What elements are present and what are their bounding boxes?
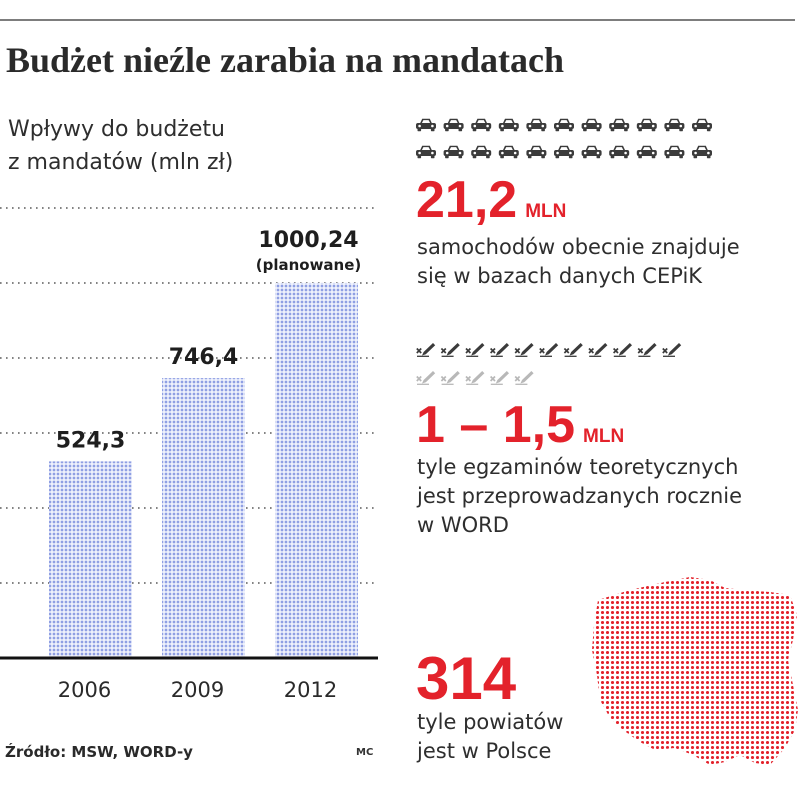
exam-icon <box>440 343 460 357</box>
exam-icon-rows <box>416 343 682 385</box>
car-icon <box>416 145 436 159</box>
exam-icon <box>514 343 534 357</box>
car-icon <box>498 145 519 159</box>
chart-subtitle-line: z mandatów (mln zł) <box>8 150 234 175</box>
fact-value: 314 <box>416 645 517 712</box>
bar <box>275 282 358 658</box>
car-icon <box>581 118 602 132</box>
fact-districts-text: tyle powiatów jest w Polsce <box>417 708 563 766</box>
fact-exams-number: 1 – 1,5 MLN <box>416 399 624 451</box>
exam-icon <box>489 343 509 357</box>
fact-text-line: się w bazach danych CEPiK <box>417 264 703 288</box>
fact-districts-number: 314 <box>416 649 516 709</box>
car-icon <box>664 118 685 132</box>
exam-icon <box>465 371 485 385</box>
car-icon-rows <box>416 118 712 159</box>
category-label: 2006 <box>58 678 111 702</box>
car-icon <box>471 118 492 132</box>
fact-value: 21,2 <box>416 171 518 229</box>
car-icon <box>692 145 712 159</box>
car-icon <box>443 145 464 159</box>
author-credit: MC <box>356 747 374 758</box>
car-icon <box>636 145 657 159</box>
chart-subtitle: Wpływy do budżetu z mandatów (mln zł) <box>8 113 233 179</box>
exam-icon <box>563 343 583 357</box>
bar-chart: 524,3 2006 746,4 2009 (planowane) 1000,24 2012 <box>0 207 378 702</box>
car-icon <box>443 118 464 132</box>
bar-value-label: 524,3 <box>56 428 126 453</box>
fact-cars-number: 21,2 MLN <box>416 174 566 226</box>
car-icon <box>664 145 685 159</box>
exam-icon <box>637 343 657 357</box>
exam-icon <box>588 343 608 357</box>
fact-value: 1 – 1,5 <box>416 396 576 454</box>
car-icon <box>692 118 712 132</box>
car-icon <box>581 145 602 159</box>
exam-icon <box>514 371 534 385</box>
bar-value-label: 1000,24 <box>258 228 358 253</box>
exam-icon <box>416 371 436 385</box>
page-title: Budżet nieźle zarabia na mandatach <box>6 40 564 80</box>
car-icon <box>609 145 630 159</box>
exam-icon <box>612 343 632 357</box>
bar <box>49 461 132 658</box>
poland-map-icon <box>592 577 798 765</box>
bar-value-label: 746,4 <box>169 345 239 370</box>
car-icon <box>554 145 574 159</box>
fact-cars-text: samochodów obecnie znajduje się w bazach… <box>417 233 740 291</box>
bars: 524,3 2006 746,4 2009 (planowane) 1000,24 2012 <box>49 228 361 702</box>
fact-unit: MLN <box>583 426 625 447</box>
fact-text-line: jest w Polsce <box>417 739 552 763</box>
car-icon <box>526 145 547 159</box>
car-icon <box>498 118 519 132</box>
car-icon <box>609 118 630 132</box>
car-icon <box>471 145 492 159</box>
bar <box>162 378 245 658</box>
exam-icon <box>416 343 436 357</box>
chart-subtitle-line: Wpływy do budżetu <box>8 117 225 142</box>
exam-icon <box>440 371 460 385</box>
fact-unit: MLN <box>525 201 567 222</box>
fact-text-line: tyle egzaminów teoretycznych <box>417 455 739 479</box>
car-icon <box>554 118 574 132</box>
bar-annotation: (planowane) <box>256 256 362 274</box>
category-label: 2012 <box>284 678 337 702</box>
source-note: Źródło: MSW, WORD-y <box>5 743 193 761</box>
exam-icon <box>465 343 485 357</box>
car-icon <box>416 118 436 132</box>
exam-icon <box>662 343 682 357</box>
exam-icon <box>489 371 509 385</box>
exam-icon <box>539 343 559 357</box>
fact-exams-text: tyle egzaminów teoretycznych jest przepr… <box>417 453 742 540</box>
fact-text-line: w WORD <box>417 513 509 537</box>
fact-text-line: tyle powiatów <box>417 710 564 734</box>
car-icon <box>526 118 547 132</box>
category-label: 2009 <box>171 678 224 702</box>
fact-text-line: jest przeprowadzanych rocznie <box>417 484 743 508</box>
car-icon <box>636 118 657 132</box>
top-rule <box>0 19 795 21</box>
fact-text-line: samochodów obecnie znajduje <box>417 235 740 259</box>
